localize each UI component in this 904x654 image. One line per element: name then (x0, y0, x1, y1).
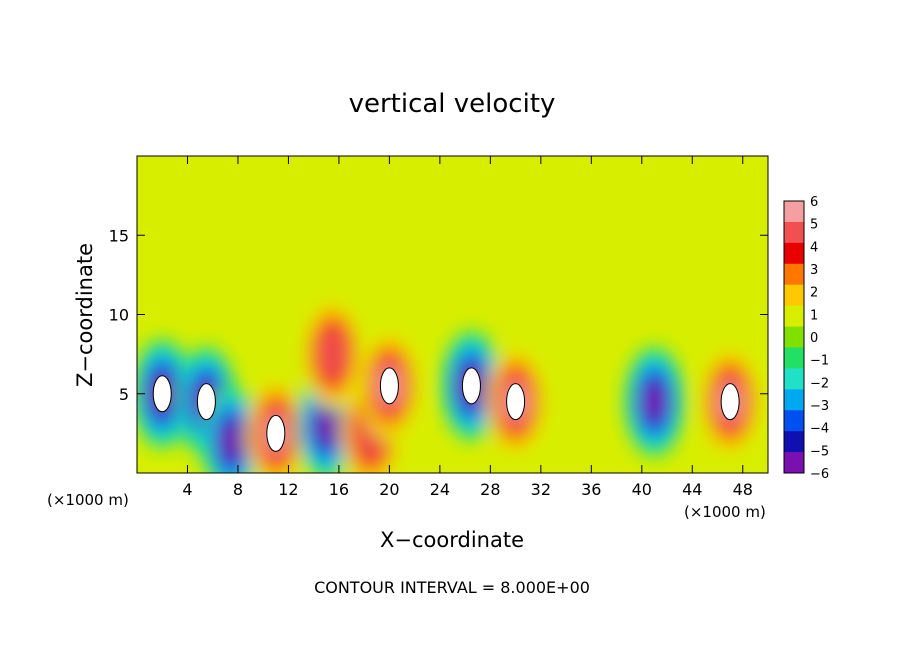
x-tick-label-24: 24 (430, 480, 450, 499)
x-tick-label-12: 12 (278, 480, 298, 499)
field-feature-2-level-6 (221, 422, 242, 460)
colorbar-label-12: −6 (810, 467, 829, 482)
colorbar-swatch-11 (784, 431, 804, 453)
y-tick-label-15: 15 (109, 226, 129, 245)
chart-title: vertical velocity (349, 89, 556, 119)
y-axis-ticks: 5 10 15 (109, 226, 768, 404)
colorbar-label-4: 2 (810, 286, 818, 301)
colorbar-swatch-10 (784, 410, 804, 432)
field-feature-4-level-6 (316, 407, 337, 444)
x-tick-label-28: 28 (480, 480, 500, 499)
y-tick-label-10: 10 (109, 306, 129, 325)
field-feature-0-core (152, 375, 172, 413)
colorbar-label-0: 6 (810, 195, 818, 210)
field-feature-3-core (266, 414, 286, 452)
colorbar-label-1: 5 (810, 218, 818, 233)
x-tick-label-36: 36 (581, 480, 601, 499)
colorbar-swatch-7 (784, 347, 804, 369)
field-feature-7-core (379, 367, 399, 405)
x-tick-label-40: 40 (632, 480, 652, 499)
colorbar-swatch-6 (784, 326, 804, 348)
colorbar-swatch-8 (784, 368, 804, 390)
y-axis-label: Z−coordinate (73, 243, 97, 387)
colorbar-label-2: 4 (810, 240, 818, 255)
field-feature-1-core (196, 383, 216, 421)
contour-interval-note: CONTOUR INTERVAL = 8.000E+00 (314, 578, 590, 597)
field-feature-9-core (506, 383, 526, 421)
field-feature-10-level-6 (644, 383, 665, 421)
x-tick-label-20: 20 (379, 480, 399, 499)
x-tick-label-8: 8 (233, 480, 243, 499)
x-axis-label: X−coordinate (380, 528, 524, 552)
velocity-cores (152, 367, 740, 452)
colorbar-label-3: 3 (810, 263, 818, 278)
y-tick-label-5: 5 (119, 385, 129, 404)
colorbar-label-10: −4 (810, 422, 829, 437)
x-tick-label-48: 48 (733, 480, 753, 499)
colorbar-frame (783, 200, 805, 474)
x-axis-ticks: 4 8 12 16 20 24 28 32 36 40 44 48 (182, 156, 753, 499)
x-unit-left: (×1000 m) (47, 491, 129, 509)
field-feature-5-level-5 (318, 328, 347, 380)
colorbar-swatch-12 (784, 452, 804, 474)
colorbar-label-8: −2 (810, 376, 829, 391)
colorbar-label-5: 1 (810, 308, 818, 323)
x-tick-label-4: 4 (182, 480, 192, 499)
colorbar (783, 200, 805, 474)
colorbar-swatch-3 (784, 263, 804, 286)
x-tick-label-16: 16 (329, 480, 349, 499)
colorbar-swatch-9 (784, 389, 804, 411)
colorbar-label-6: 0 (810, 331, 818, 346)
field-feature-11-core (720, 383, 740, 421)
colorbar-label-11: −5 (810, 444, 829, 459)
colorbar-swatch-2 (784, 242, 804, 265)
x-unit-right: (×1000 m) (684, 503, 766, 521)
colorbar-label-7: −1 (810, 354, 829, 369)
field-feature-8-core (461, 367, 481, 405)
colorbar-swatch-4 (784, 284, 804, 307)
colorbar-label-9: −3 (810, 399, 829, 414)
colorbar-swatch-5 (784, 305, 804, 328)
colorbar-labels: 6 5 4 3 2 1 0 −1 −2 −3 −4 −5 −6 (810, 195, 829, 482)
x-tick-label-32: 32 (531, 480, 551, 499)
x-tick-label-44: 44 (682, 480, 702, 499)
colorbar-swatch-0 (784, 201, 804, 223)
colorbar-swatch-1 (784, 221, 804, 244)
